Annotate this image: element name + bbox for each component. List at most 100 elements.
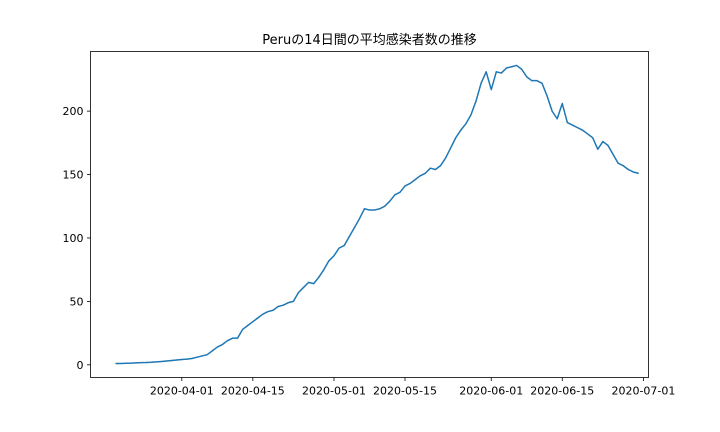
data-point	[191, 357, 193, 360]
data-point	[206, 354, 208, 356]
data-point	[323, 269, 325, 271]
data-point	[480, 82, 482, 84]
data-point	[201, 355, 203, 357]
data-point	[444, 157, 447, 159]
data-point	[353, 227, 355, 229]
data-point	[150, 361, 152, 363]
data-point	[287, 302, 289, 304]
data-point	[561, 102, 563, 105]
data-point	[226, 340, 229, 342]
data-point	[363, 208, 366, 210]
axes-frame	[90, 51, 649, 378]
data-point	[216, 346, 218, 348]
data-point	[536, 80, 538, 82]
data-point	[318, 276, 320, 278]
data-point	[434, 168, 437, 171]
data-point	[379, 208, 381, 210]
data-point	[343, 244, 345, 247]
data-point	[272, 309, 274, 311]
data-point	[455, 137, 457, 139]
y-tick-label: 150	[63, 169, 84, 182]
data-point	[465, 123, 467, 125]
data-point	[247, 324, 249, 327]
data-point	[607, 144, 609, 146]
data-point	[302, 286, 305, 289]
data-point	[424, 172, 426, 174]
data-point	[135, 362, 137, 364]
data-point	[576, 127, 579, 129]
data-point	[419, 175, 421, 177]
data-point	[531, 80, 533, 82]
data-point	[237, 337, 239, 339]
data-point	[551, 110, 553, 112]
data-point	[130, 362, 132, 364]
data-point	[581, 129, 584, 131]
data-point	[211, 350, 213, 352]
data-point	[637, 172, 639, 174]
plot-area	[115, 64, 639, 365]
x-tick-label: 2020-04-15	[221, 385, 285, 398]
data-point	[546, 95, 548, 97]
data-point	[267, 310, 269, 313]
data-point	[373, 209, 376, 211]
chart-title: Peruの14日間の平均感染者数の推移	[262, 32, 477, 48]
x-tick-label: 2020-04-01	[150, 385, 214, 398]
data-point	[186, 358, 188, 360]
data-point	[125, 362, 127, 364]
data-point	[328, 260, 330, 262]
series-line	[115, 64, 639, 365]
data-point	[338, 247, 340, 249]
data-point	[556, 118, 558, 120]
data-point	[242, 328, 244, 330]
data-point	[571, 124, 574, 126]
data-point	[389, 200, 391, 202]
data-point	[500, 72, 502, 74]
data-point	[460, 129, 462, 131]
y-tick-label: 200	[63, 105, 84, 118]
data-point	[470, 114, 472, 116]
data-points	[115, 64, 639, 365]
data-point	[358, 218, 360, 220]
data-point	[145, 361, 147, 364]
y-tick-label: 0	[77, 359, 84, 372]
data-point	[252, 321, 254, 323]
y-axis: 0 50 100 150 200	[63, 105, 91, 372]
data-point	[262, 313, 264, 315]
data-point	[368, 209, 371, 211]
y-tick-label: 50	[70, 295, 84, 308]
data-point	[155, 361, 158, 363]
x-axis: 2020-04-01 2020-04-15 2020-05-01 2020-05…	[150, 377, 675, 398]
data-point	[297, 291, 300, 294]
data-point	[196, 356, 198, 358]
data-point	[632, 171, 634, 173]
data-point	[394, 194, 396, 196]
data-point	[171, 359, 173, 362]
data-point	[333, 255, 335, 257]
data-point	[160, 360, 163, 363]
data-point	[597, 148, 599, 150]
data-point	[505, 67, 508, 69]
data-point	[490, 88, 492, 91]
data-point	[414, 179, 416, 181]
data-point	[439, 165, 442, 167]
data-point	[221, 343, 223, 346]
data-point	[612, 153, 614, 155]
x-tick-label: 2020-05-01	[302, 385, 366, 398]
data-point	[399, 191, 401, 193]
data-point	[526, 76, 528, 78]
data-point	[313, 283, 315, 285]
data-point	[257, 317, 259, 319]
data-point	[495, 71, 497, 73]
x-tick-label: 2020-05-15	[373, 385, 437, 398]
data-point	[475, 100, 477, 102]
data-point	[510, 66, 513, 68]
x-tick-label: 2020-06-01	[459, 385, 523, 398]
data-point	[277, 305, 279, 308]
data-point	[176, 359, 178, 361]
data-point	[165, 360, 168, 362]
data-point	[602, 140, 604, 143]
data-point	[120, 362, 122, 365]
data-point	[592, 137, 594, 139]
data-point	[541, 82, 543, 84]
data-point	[292, 300, 295, 302]
